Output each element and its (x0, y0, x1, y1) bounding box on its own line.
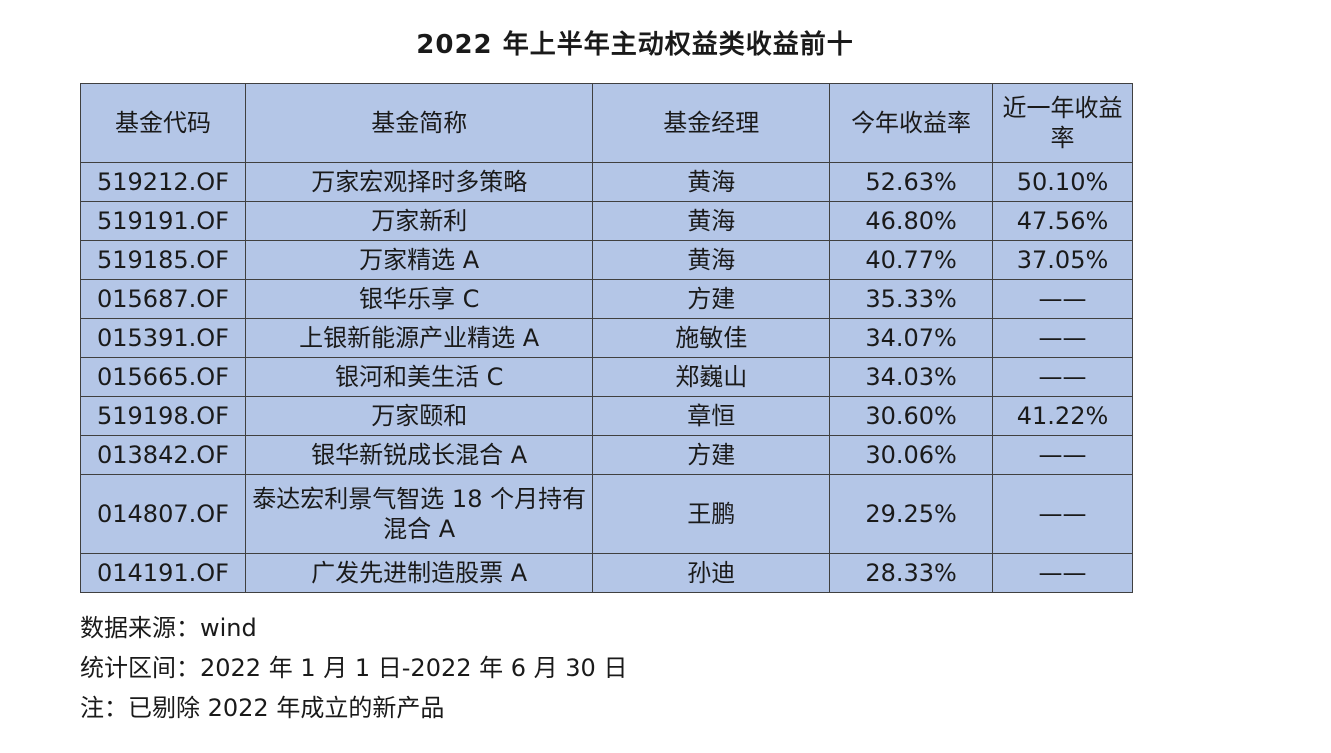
header-one-year-return: 近一年收益率 (992, 83, 1133, 163)
ytd-return: 30.60% (829, 396, 994, 436)
ytd-return: 34.07% (829, 318, 994, 358)
fund-code: 519191.OF (80, 201, 246, 241)
table-row: 014191.OF 广发先进制造股票 A 孙迪 28.33% —— (80, 553, 1133, 593)
statistics-period-note: 统计区间：2022 年 1 月 1 日-2022 年 6 月 30 日 (80, 654, 628, 682)
fund-manager: 方建 (592, 279, 831, 319)
fund-name: 泰达宏利景气智选 18 个月持有混合 A (244, 474, 594, 554)
one-year-return: —— (992, 357, 1133, 397)
one-year-return: —— (992, 435, 1133, 475)
table-row: 013842.OF 银华新锐成长混合 A 方建 30.06% —— (80, 435, 1133, 475)
table-row: 519191.OF 万家新利 黄海 46.80% 47.56% (80, 201, 1133, 241)
fund-name: 万家宏观择时多策略 (244, 162, 594, 202)
table-row: 519198.OF 万家颐和 章恒 30.60% 41.22% (80, 396, 1133, 436)
ytd-return: 30.06% (829, 435, 994, 475)
fund-manager: 王鹏 (592, 474, 831, 554)
fund-code: 014807.OF (80, 474, 246, 554)
fund-name: 万家颐和 (244, 396, 594, 436)
one-year-return: 41.22% (992, 396, 1133, 436)
fund-code: 013842.OF (80, 435, 246, 475)
table-row: 014807.OF 泰达宏利景气智选 18 个月持有混合 A 王鹏 29.25%… (80, 474, 1133, 554)
exclusion-note: 注：已剔除 2022 年成立的新产品 (80, 694, 445, 722)
table-row: 015391.OF 上银新能源产业精选 A 施敏佳 34.07% —— (80, 318, 1133, 358)
table-title: 2022 年上半年主动权益类收益前十 (416, 30, 854, 60)
one-year-return: —— (992, 474, 1133, 554)
header-fund-manager: 基金经理 (592, 83, 831, 163)
fund-name: 银河和美生活 C (244, 357, 594, 397)
table-row: 015687.OF 银华乐享 C 方建 35.33% —— (80, 279, 1133, 319)
header-row: 基金代码 基金简称 基金经理 今年收益率 近一年收益率 (80, 83, 1133, 163)
one-year-return: 47.56% (992, 201, 1133, 241)
ytd-return: 35.33% (829, 279, 994, 319)
fund-name: 银华乐享 C (244, 279, 594, 319)
fund-code: 015687.OF (80, 279, 246, 319)
fund-name: 银华新锐成长混合 A (244, 435, 594, 475)
fund-name: 上银新能源产业精选 A (244, 318, 594, 358)
fund-manager: 方建 (592, 435, 831, 475)
fund-manager: 章恒 (592, 396, 831, 436)
one-year-return: 50.10% (992, 162, 1133, 202)
fund-name: 万家精选 A (244, 240, 594, 280)
fund-manager: 黄海 (592, 201, 831, 241)
ytd-return: 28.33% (829, 553, 994, 593)
ytd-return: 52.63% (829, 162, 994, 202)
one-year-return: —— (992, 553, 1133, 593)
table-notes: 数据来源：wind 统计区间：2022 年 1 月 1 日-2022 年 6 月… (80, 608, 627, 728)
fund-manager: 孙迪 (592, 553, 831, 593)
header-ytd-return: 今年收益率 (829, 83, 994, 163)
fund-ranking-table: 基金代码 基金简称 基金经理 今年收益率 近一年收益率 519212.OF 万家… (80, 83, 1133, 593)
fund-code: 519185.OF (80, 240, 246, 280)
table-row: 519185.OF 万家精选 A 黄海 40.77% 37.05% (80, 240, 1133, 280)
ytd-return: 40.77% (829, 240, 994, 280)
ytd-return: 34.03% (829, 357, 994, 397)
fund-name: 广发先进制造股票 A (244, 553, 594, 593)
one-year-return: —— (992, 318, 1133, 358)
fund-code: 014191.OF (80, 553, 246, 593)
header-fund-name: 基金简称 (244, 83, 594, 163)
fund-name: 万家新利 (244, 201, 594, 241)
fund-code: 519212.OF (80, 162, 246, 202)
fund-manager: 黄海 (592, 240, 831, 280)
ytd-return: 46.80% (829, 201, 994, 241)
fund-code: 015665.OF (80, 357, 246, 397)
fund-manager: 黄海 (592, 162, 831, 202)
data-source-note: 数据来源：wind (80, 614, 257, 642)
one-year-return: —— (992, 279, 1133, 319)
header-fund-code: 基金代码 (80, 83, 246, 163)
table-row: 015665.OF 银河和美生活 C 郑巍山 34.03% —— (80, 357, 1133, 397)
one-year-return: 37.05% (992, 240, 1133, 280)
fund-manager: 郑巍山 (592, 357, 831, 397)
fund-manager: 施敏佳 (592, 318, 831, 358)
table-row: 519212.OF 万家宏观择时多策略 黄海 52.63% 50.10% (80, 162, 1133, 202)
fund-code: 015391.OF (80, 318, 246, 358)
fund-code: 519198.OF (80, 396, 246, 436)
ytd-return: 29.25% (829, 474, 994, 554)
